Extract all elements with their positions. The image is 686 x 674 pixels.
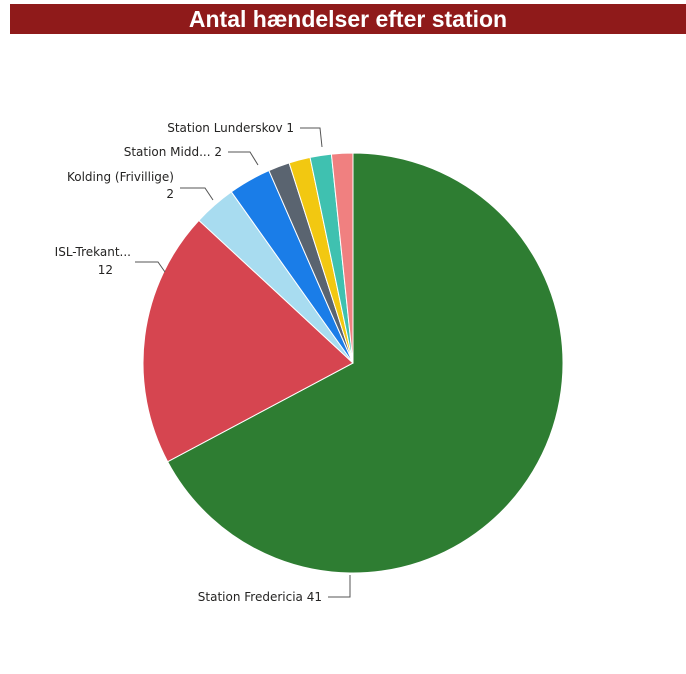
slice-label: ISL-Trekant... bbox=[55, 245, 131, 259]
pie-slice[interactable] bbox=[166, 152, 564, 574]
chart-title: Antal hændelser efter station bbox=[10, 4, 686, 34]
pie-slice[interactable] bbox=[142, 219, 354, 463]
slice-label: Station Midd... 2 bbox=[124, 145, 222, 159]
leader-line bbox=[300, 127, 323, 148]
slice-label: Station Fredericia 41 bbox=[198, 590, 322, 604]
slice-label: Station Lunderskov 1 bbox=[167, 121, 294, 135]
slice-label: Kolding (Frivillige) bbox=[67, 170, 174, 184]
leader-line bbox=[180, 187, 214, 201]
leader-line bbox=[135, 261, 166, 273]
pie-slice[interactable] bbox=[330, 152, 354, 364]
slice-value-label: 2 bbox=[166, 187, 174, 201]
leader-line bbox=[328, 575, 351, 598]
slice-value-label: 12 bbox=[98, 263, 113, 277]
leader-line bbox=[228, 151, 259, 166]
